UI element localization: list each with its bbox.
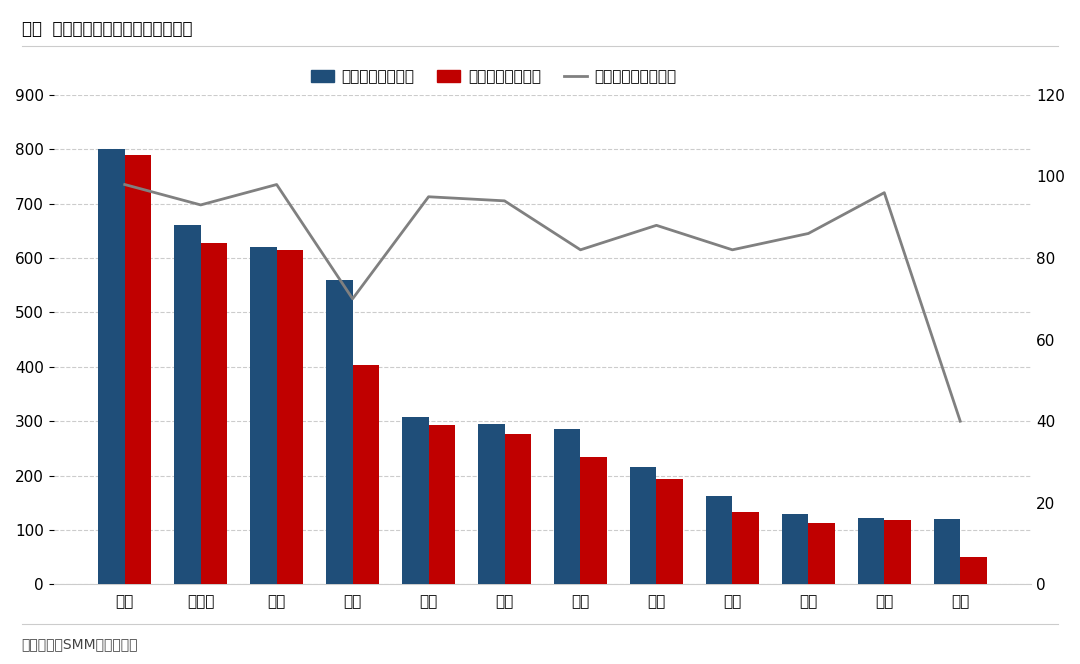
Bar (630, 467, 657, 584)
Bar (657, 479, 683, 584)
产能利用率（右轴） (346, 295, 359, 303)
产能利用率（右轴） (194, 201, 207, 209)
Bar (858, 517, 885, 584)
产能利用率（右轴） (878, 189, 891, 197)
产能利用率（右轴） (650, 221, 663, 229)
Text: 图：  不同省份电解铝产能利用率情况: 图： 不同省份电解铝产能利用率情况 (22, 20, 192, 38)
Bar (326, 280, 352, 584)
产能利用率（右轴） (270, 181, 283, 189)
Bar (885, 520, 910, 584)
Bar (174, 225, 201, 584)
Text: 数据来源：SMM，国信期货: 数据来源：SMM，国信期货 (22, 637, 138, 651)
Bar (580, 457, 607, 584)
Bar (504, 434, 531, 584)
Bar (478, 424, 504, 584)
产能利用率（右轴） (422, 193, 435, 201)
Bar (782, 514, 808, 584)
Bar (402, 417, 429, 584)
Line: 产能利用率（右轴）: 产能利用率（右轴） (125, 185, 960, 421)
Bar (429, 425, 455, 584)
Bar (960, 557, 987, 584)
Bar (352, 365, 379, 584)
Bar (98, 149, 125, 584)
Bar (201, 243, 227, 584)
Bar (808, 523, 835, 584)
产能利用率（右轴） (954, 417, 967, 425)
产能利用率（右轴） (119, 181, 132, 189)
Bar (732, 512, 759, 584)
产能利用率（右轴） (801, 230, 814, 238)
Bar (706, 496, 732, 584)
产能利用率（右轴） (498, 197, 511, 205)
Bar (554, 430, 580, 584)
Legend: 建成产能（万吨）, 运行产能（万吨）, 产能利用率（右轴）: 建成产能（万吨）, 运行产能（万吨）, 产能利用率（右轴） (305, 63, 683, 90)
Bar (276, 250, 303, 584)
Bar (934, 519, 960, 584)
产能利用率（右轴） (573, 246, 586, 254)
产能利用率（右轴） (726, 246, 739, 254)
Bar (251, 247, 276, 584)
Bar (125, 155, 151, 584)
